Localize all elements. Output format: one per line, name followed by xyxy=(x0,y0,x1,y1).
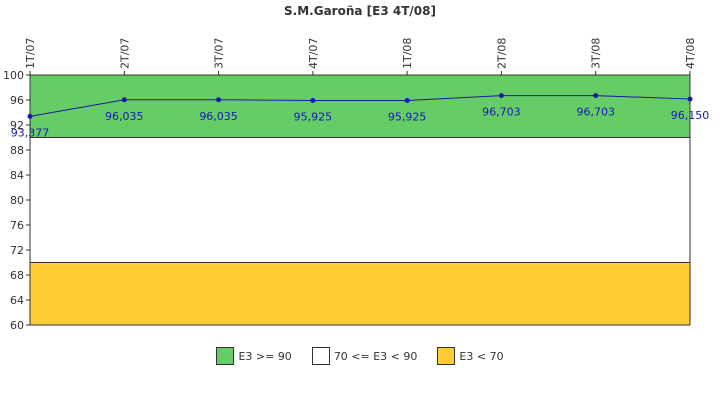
y-tick-label-2: 92 xyxy=(10,119,24,132)
y-tick-label-1: 96 xyxy=(10,94,24,107)
y-tick-label-5: 80 xyxy=(10,194,24,207)
band-2 xyxy=(29,262,691,326)
legend-item-high: E3 >= 90 xyxy=(216,347,292,365)
data-point-7 xyxy=(687,96,693,102)
legend: E3 >= 90 70 <= E3 < 90 E3 < 70 xyxy=(0,344,720,368)
threshold-bands xyxy=(29,74,691,326)
data-label-2: 96,035 xyxy=(199,110,238,123)
y-tick-label-8: 68 xyxy=(10,269,24,282)
data-point-1 xyxy=(121,97,127,103)
data-point-3 xyxy=(310,97,316,103)
legend-label-low: E3 < 70 xyxy=(459,349,504,363)
legend-label-high: E3 >= 90 xyxy=(238,349,292,363)
data-point-5 xyxy=(498,93,504,99)
x-tick-label-4: 1T/08 xyxy=(401,38,414,69)
band-1 xyxy=(29,137,691,263)
data-point-4 xyxy=(404,97,410,103)
data-label-0: 93,377 xyxy=(11,126,50,139)
chart-area: S.M.Garoña [E3 4T/08] 100 96 92 88 84 80 76 72 6… xyxy=(3,4,710,332)
y-tick-label-9: 64 xyxy=(10,294,24,307)
chart-title: S.M.Garoña [E3 4T/08] xyxy=(284,4,436,18)
data-label-1: 96,035 xyxy=(105,110,144,123)
y-tick-label-10: 60 xyxy=(10,319,24,332)
x-tick-label-2: 3T/07 xyxy=(213,38,226,69)
legend-swatch-mid xyxy=(311,347,330,365)
y-tick-label-0: 100 xyxy=(3,69,24,82)
data-label-7: 96,150 xyxy=(671,109,710,122)
y-tick-label-6: 76 xyxy=(10,219,24,232)
legend-swatch-low xyxy=(437,347,456,365)
legend-label-mid: 70 <= E3 < 90 xyxy=(333,349,418,363)
data-point-2 xyxy=(216,97,222,103)
x-tick-label-5: 2T/08 xyxy=(495,38,508,69)
labels-layer: 93,377 96,035 96,035 95,925 95,925 96,703 96,7… xyxy=(11,106,710,140)
series-layer xyxy=(27,93,693,119)
x-tick-label-6: 3T/08 xyxy=(590,38,603,69)
x-tick-label-1: 2T/07 xyxy=(118,38,131,69)
data-label-6: 96,703 xyxy=(576,106,615,119)
data-label-4: 95,925 xyxy=(388,110,427,123)
legend-item-mid: 70 <= E3 < 90 xyxy=(311,347,418,365)
data-label-5: 96,703 xyxy=(482,106,521,119)
legend-swatch-high xyxy=(216,347,235,365)
axes: 100 96 92 88 84 80 76 72 68 64 60 1T/07 2T/07 3T/07 4T… xyxy=(3,38,697,332)
legend-item-low: E3 < 70 xyxy=(437,347,504,365)
y-tick-label-7: 72 xyxy=(10,244,24,257)
x-tick-label-3: 4T/07 xyxy=(307,38,320,69)
x-tick-label-0: 1T/07 xyxy=(24,38,37,69)
y-tick-label-3: 88 xyxy=(10,144,24,157)
y-tick-label-4: 84 xyxy=(10,169,24,182)
band-0 xyxy=(29,74,691,138)
data-point-6 xyxy=(593,93,599,99)
x-tick-label-7: 4T/08 xyxy=(684,38,697,69)
series-line-0 xyxy=(29,95,691,117)
data-point-0 xyxy=(27,113,33,119)
data-label-3: 95,925 xyxy=(294,110,333,123)
